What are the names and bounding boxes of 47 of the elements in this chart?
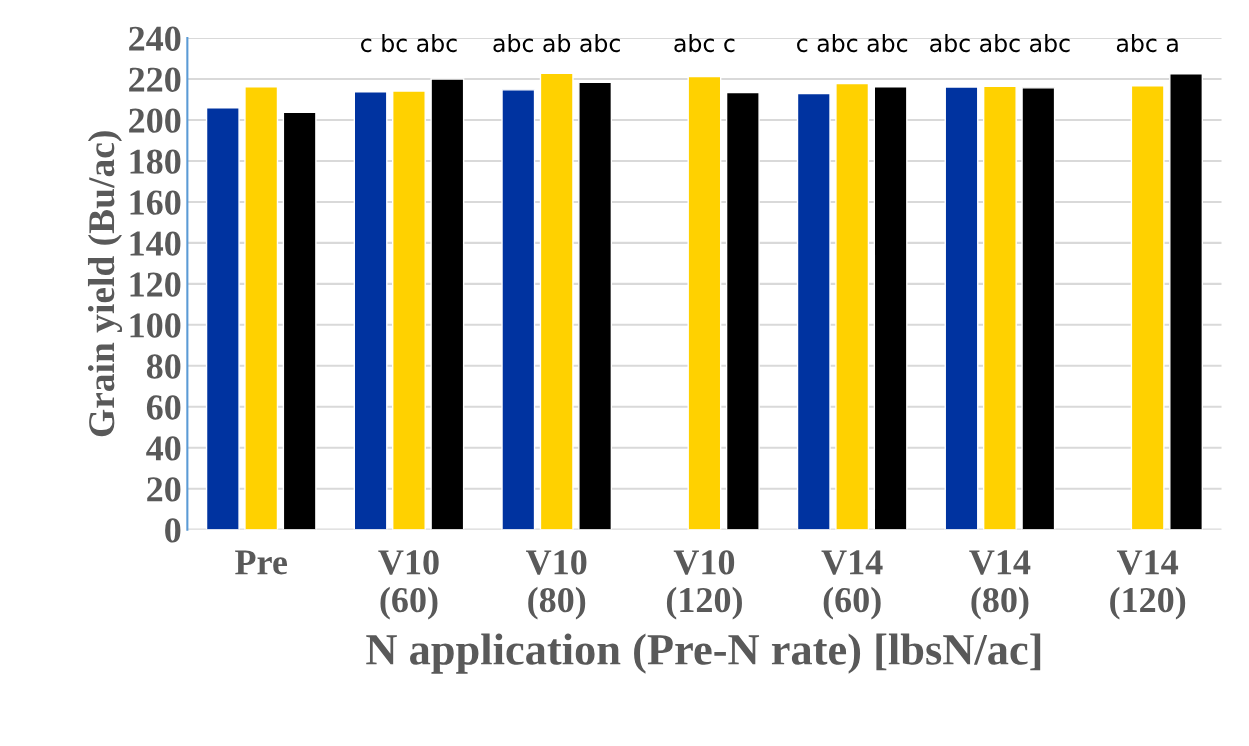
x-tick-label: V10 (60)	[378, 550, 439, 620]
x-tick-label: V14 (80)	[969, 550, 1031, 620]
y-tick-label: 140	[130, 231, 181, 256]
y-tick-label: 180	[130, 149, 181, 174]
y-tick-label: 200	[129, 108, 181, 133]
x-tick-label: V10 (120)	[666, 550, 742, 620]
text: c abc abc	[797, 33, 908, 53]
y-axis-title: Grain yield (Bu/ac)	[87, 131, 123, 437]
y-tick-label: 0	[165, 518, 181, 543]
bar	[835, 82, 870, 530]
bar	[392, 90, 426, 530]
bar	[430, 78, 465, 530]
x-tick-label: V10 (80)	[526, 550, 587, 620]
y-tick-label: 120	[130, 272, 181, 297]
y-tick-label: 240	[129, 26, 181, 51]
bar	[501, 89, 536, 530]
y-tick-label: 20	[147, 477, 181, 502]
bar	[539, 72, 574, 530]
bar	[982, 85, 1017, 530]
bar	[244, 86, 279, 530]
text: abc c	[674, 33, 735, 53]
bar	[873, 86, 908, 530]
y-tick-label: 80	[146, 354, 181, 379]
bar	[205, 106, 240, 530]
bar	[725, 91, 760, 530]
x-axis-title: N application (Pre-N rate) [lbsN/ac]	[366, 633, 1041, 674]
x-tick-label: V14 (60)	[821, 550, 883, 620]
bar	[1169, 72, 1204, 530]
bar	[944, 86, 979, 530]
x-tick-label: V14 (120)	[1110, 550, 1186, 620]
bar	[282, 111, 317, 530]
text: abc a	[1116, 33, 1178, 53]
y-tick-label: 160	[130, 190, 181, 215]
bar	[578, 81, 613, 530]
text: abc abc abc	[930, 33, 1070, 53]
text: c bc abc	[361, 33, 457, 53]
x-tick-label: Pre	[235, 550, 288, 575]
y-tick-label: 40	[146, 436, 181, 461]
text: abc ab abc	[493, 33, 620, 53]
bar	[1130, 85, 1165, 530]
y-tick-label: 60	[146, 395, 181, 420]
bar	[1021, 87, 1056, 530]
bar	[796, 92, 831, 530]
bar	[353, 91, 388, 530]
bar	[687, 75, 722, 530]
y-tick-label: 100	[130, 313, 181, 338]
y-tick-label: 220	[129, 67, 181, 92]
